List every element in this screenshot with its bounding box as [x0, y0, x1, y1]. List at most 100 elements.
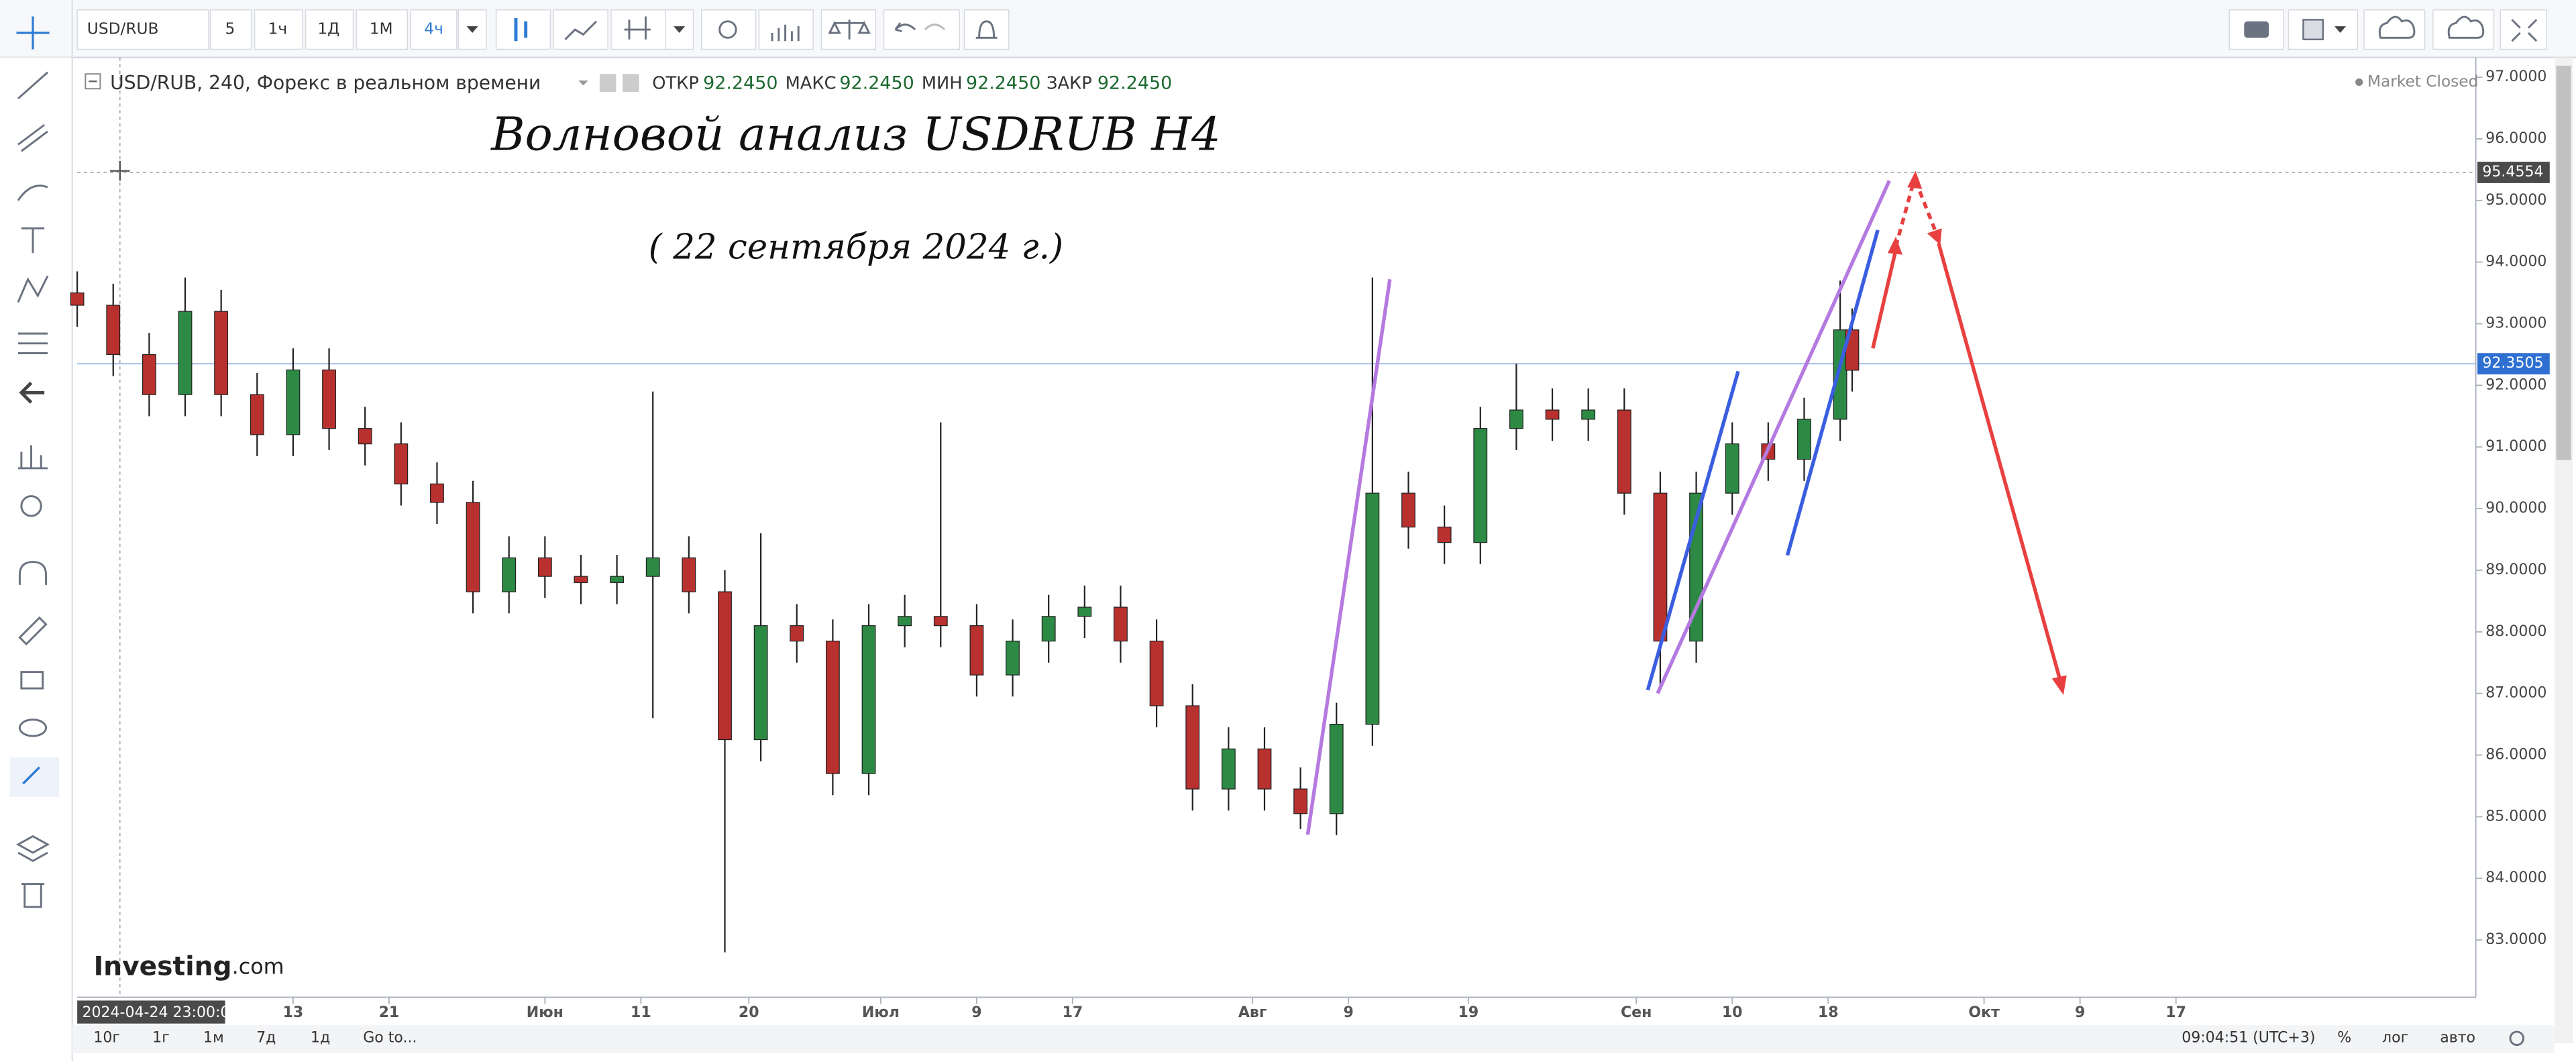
candle-body: [825, 640, 840, 774]
collapse-button[interactable]: [19, 381, 45, 404]
candle-body: [933, 616, 948, 627]
chart-title: Волновой анализ USDRUB H4: [490, 108, 1221, 162]
cloud-load[interactable]: [2363, 9, 2426, 50]
measure-tool[interactable]: [17, 445, 48, 470]
crosshair-price: 95.4554: [2482, 164, 2543, 180]
x-tick-label: 20: [739, 1004, 759, 1021]
crosshair-price-box: [2477, 162, 2550, 183]
brush-tool[interactable]: [17, 184, 48, 201]
symbol-box[interactable]: [76, 9, 209, 50]
caret: [466, 26, 478, 33]
hide-tool[interactable]: [18, 719, 48, 737]
candle-body: [1437, 527, 1452, 543]
last-price-box: [2477, 353, 2550, 375]
delete-tool[interactable]: [21, 883, 45, 908]
layers-tool[interactable]: [15, 835, 50, 862]
y-tick-label: 86.0000: [2485, 747, 2546, 763]
settings-icon[interactable]: [2509, 1030, 2525, 1047]
x-tick-label: Июл: [862, 1004, 900, 1021]
interval-button[interactable]: [356, 9, 409, 50]
candle-body: [1401, 492, 1415, 528]
y-tick-label: 88.0000: [2485, 623, 2546, 640]
x-tick-label: Июн: [527, 1004, 564, 1021]
y-tick-label: 91.0000: [2485, 438, 2546, 455]
interval-button[interactable]: [305, 9, 354, 50]
y-tick-label: 93.0000: [2485, 315, 2546, 332]
y-tick-label: 84.0000: [2485, 869, 2546, 886]
pitchfork-tool[interactable]: [17, 123, 48, 152]
channel-line[interactable]: [1646, 370, 1740, 691]
lock-tool[interactable]: [20, 671, 44, 690]
channel-line[interactable]: [1656, 180, 1891, 694]
low-label: МИН: [922, 73, 963, 93]
caret: [674, 26, 686, 33]
candle-body: [394, 443, 409, 484]
candle-body: [682, 557, 696, 592]
scrollbar-thumb[interactable]: [2556, 65, 2571, 460]
percent-toggle[interactable]: %: [2337, 1030, 2351, 1047]
interval-button[interactable]: [254, 9, 303, 50]
candle-body: [286, 369, 301, 435]
chart-style-button[interactable]: [495, 9, 551, 50]
crosshair-time: 2024-04-24 23:00:00: [82, 1004, 239, 1021]
icon: [828, 19, 871, 40]
trendline-tool[interactable]: [17, 71, 49, 100]
interval-button[interactable]: [209, 9, 252, 50]
arrow-head: [1927, 228, 1942, 245]
icon: [771, 24, 800, 42]
auto-toggle[interactable]: авто: [2440, 1030, 2475, 1047]
cursor-tool[interactable]: [16, 16, 50, 50]
range-button[interactable]: 1м: [203, 1030, 224, 1047]
range-button[interactable]: 10г: [93, 1030, 120, 1047]
pattern-tool[interactable]: [17, 275, 49, 303]
x-tick-label: 13: [283, 1004, 304, 1021]
high-label: МАКС: [786, 73, 837, 93]
zoom-tool[interactable]: [20, 495, 42, 517]
range-button[interactable]: 7д: [256, 1030, 276, 1047]
candle-body: [861, 625, 876, 774]
candle-body: [1221, 748, 1236, 790]
candle-body: [610, 576, 625, 583]
icon[interactable]: [623, 74, 639, 93]
candle-body: [214, 311, 229, 395]
icon: [2244, 21, 2269, 38]
candle-body: [1725, 443, 1739, 494]
log-toggle[interactable]: лог: [2382, 1030, 2408, 1047]
fib-tool[interactable]: [17, 332, 48, 354]
x-tick-label: 18: [1818, 1004, 1839, 1021]
y-tick-label: 92.0000: [2485, 376, 2546, 393]
draw-mode[interactable]: [18, 616, 48, 646]
x-tick-label: Сен: [1621, 1004, 1652, 1021]
candle-body: [1041, 616, 1056, 642]
range-button[interactable]: 1г: [152, 1030, 170, 1047]
goto-button[interactable]: Go to...: [363, 1030, 417, 1047]
forecast-arrow[interactable]: [1913, 180, 1939, 236]
y-tick-label: 96.0000: [2485, 130, 2546, 147]
icon: [564, 20, 598, 40]
candle-body: [1545, 409, 1560, 420]
y-tick-label: 94.0000: [2485, 254, 2546, 270]
candle-body: [1473, 428, 1488, 543]
alert-button[interactable]: [963, 9, 1010, 50]
symbol: USD/RUB: [87, 20, 159, 38]
x-tick-label: 17: [2165, 1004, 2186, 1021]
indicators-button[interactable]: [553, 9, 608, 50]
interval-button-active[interactable]: [410, 9, 458, 50]
icon: [894, 22, 916, 32]
fullscreen-button[interactable]: [2500, 9, 2547, 50]
text-tool[interactable]: [21, 227, 45, 254]
y-tick-label: 85.0000: [2485, 808, 2546, 825]
magnet-tool[interactable]: [18, 561, 48, 585]
range-button[interactable]: 1д: [311, 1030, 330, 1047]
forecast-arrow[interactable]: [1871, 249, 1898, 349]
candle-body: [969, 625, 984, 676]
forecast-arrow[interactable]: [1937, 242, 2062, 681]
icon[interactable]: [599, 74, 616, 93]
undo-redo[interactable]: [883, 9, 960, 50]
cloud-save[interactable]: [2432, 9, 2495, 50]
channel-line[interactable]: [1305, 278, 1392, 835]
channel-line[interactable]: [1785, 229, 1880, 556]
link-tool[interactable]: [22, 766, 41, 785]
x-tick-label: 9: [971, 1004, 981, 1021]
settings-button[interactable]: [700, 9, 757, 50]
